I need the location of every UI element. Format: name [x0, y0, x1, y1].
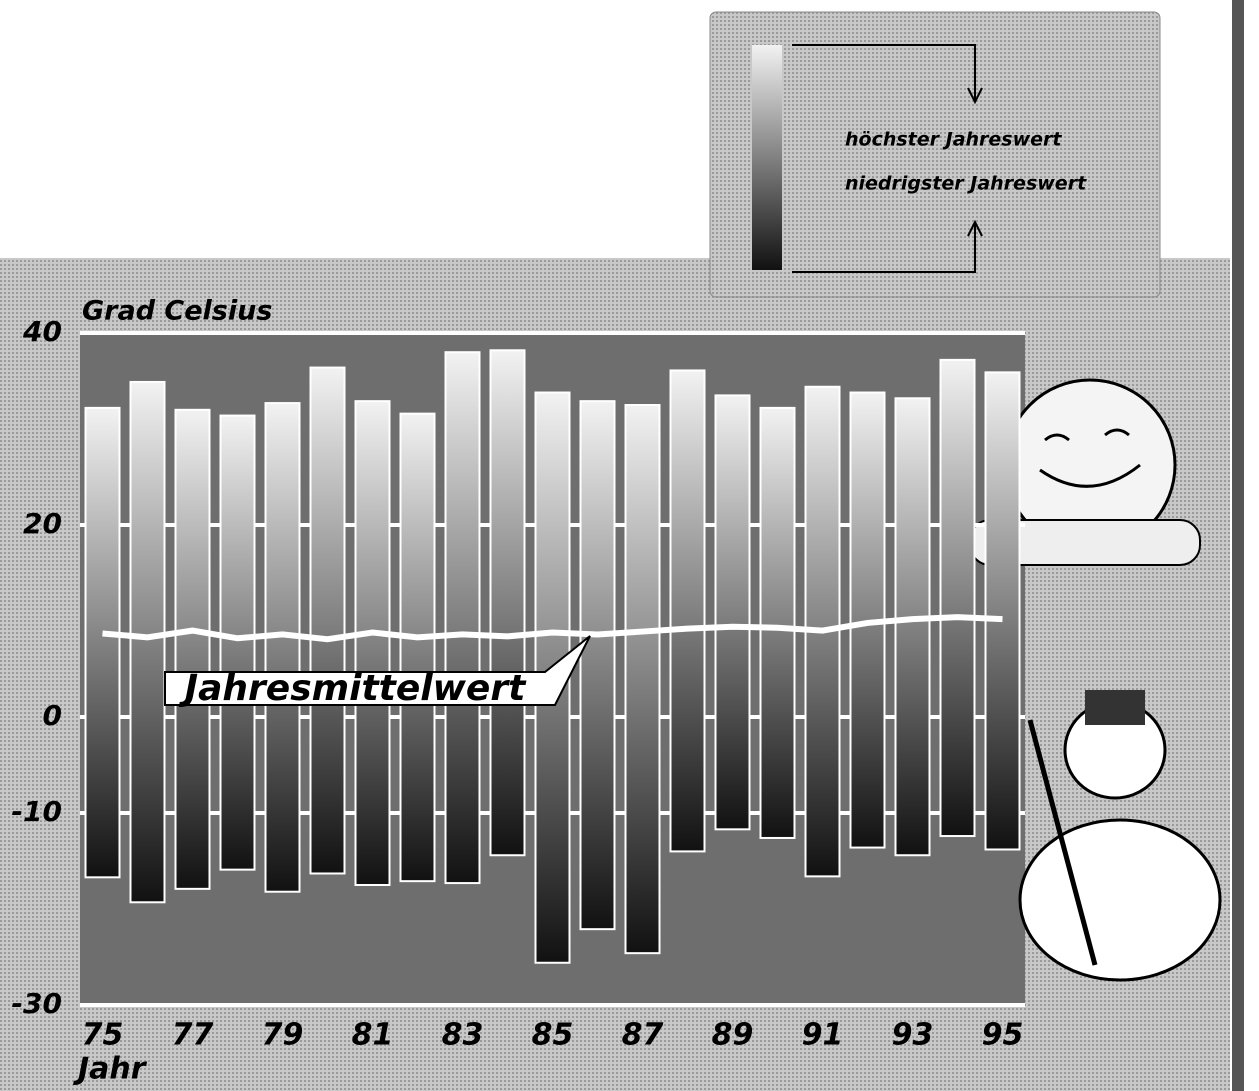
- legend-arrows: [792, 44, 983, 273]
- y-tick-label: 0: [43, 699, 62, 732]
- right-stripe: [1232, 0, 1244, 1091]
- legend-label: höchster Jahreswert: [845, 129, 1062, 151]
- x-tick-label: 87: [622, 1018, 664, 1053]
- y-tick-label: -30: [11, 987, 62, 1020]
- bar: [354, 400, 391, 886]
- y-tick-label: 40: [22, 315, 62, 348]
- bar: [894, 397, 931, 857]
- x-tick-label: 79: [262, 1018, 304, 1053]
- x-tick-label: 75: [82, 1018, 124, 1053]
- bar: [309, 366, 346, 875]
- annotation: Jahresmittelwert: [179, 668, 527, 709]
- bar: [84, 406, 121, 879]
- bar: [399, 412, 436, 883]
- x-tick-label: 95: [982, 1018, 1024, 1053]
- x-tick-label: 83: [442, 1018, 484, 1053]
- annotation-box: [164, 635, 591, 706]
- x-tick-label: 81: [352, 1018, 394, 1053]
- x-tick-label: 93: [892, 1018, 934, 1053]
- y-tick-label: -10: [11, 795, 62, 828]
- legend: höchster Jahreswert niedrigster Jahreswe…: [709, 11, 1161, 298]
- legend-gradient: [752, 45, 782, 270]
- bar: [579, 400, 616, 931]
- bar: [174, 408, 211, 890]
- bar: [129, 380, 166, 904]
- x-tick-label: 77: [172, 1018, 214, 1053]
- bar: [714, 394, 751, 831]
- x-axis-label: Jahr: [73, 1052, 148, 1087]
- legend-box: [709, 11, 1161, 298]
- x-tick-label: 91: [802, 1018, 844, 1053]
- bar: [669, 369, 706, 853]
- x-tick-label: 89: [712, 1018, 754, 1053]
- bar: [939, 358, 976, 838]
- y-tick-label: 20: [23, 507, 62, 540]
- x-tick-label: 85: [532, 1018, 574, 1053]
- bar: [984, 371, 1021, 851]
- sun-illustration: [969, 378, 1201, 566]
- legend-label: niedrigster Jahreswert: [845, 173, 1087, 195]
- bar: [219, 414, 256, 871]
- bar: [624, 404, 661, 955]
- bar: [489, 349, 526, 857]
- bar: [264, 402, 301, 893]
- bar: [444, 351, 481, 885]
- y-axis-label: Grad Celsius: [82, 296, 272, 327]
- mean-line: [102, 614, 1003, 643]
- bar: [759, 406, 796, 839]
- snowman-illustration: [1018, 690, 1222, 982]
